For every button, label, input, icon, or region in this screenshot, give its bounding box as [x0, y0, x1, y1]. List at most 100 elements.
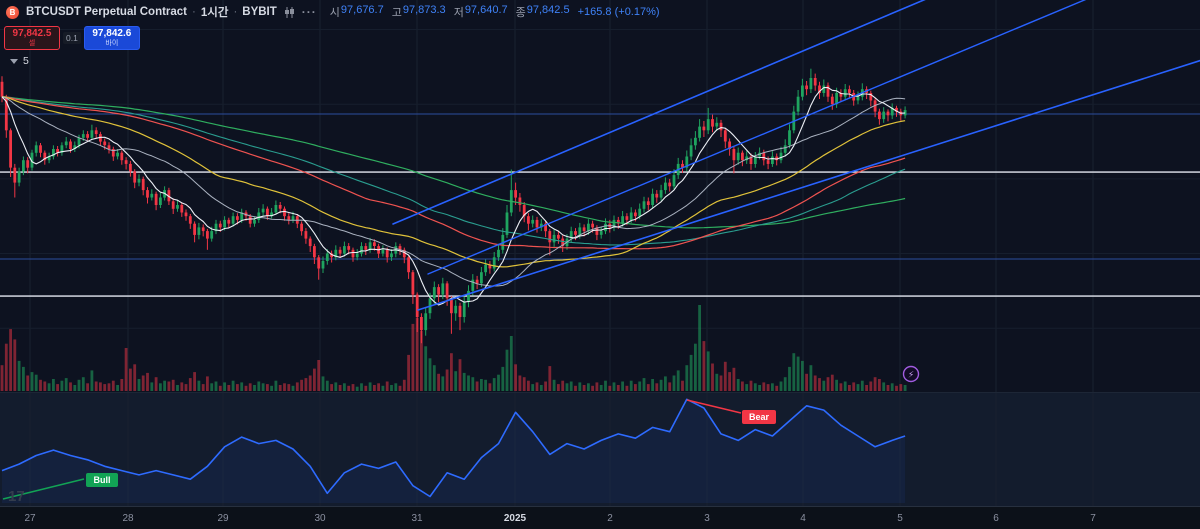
candle-body	[103, 141, 107, 146]
volume-bar	[420, 330, 423, 391]
time-axis-label: 2	[607, 513, 613, 524]
volume-bar	[895, 385, 898, 391]
candle-body	[120, 152, 124, 161]
candle-body	[287, 216, 291, 220]
volume-bar	[445, 369, 449, 391]
exchange-label[interactable]: BYBIT	[242, 6, 277, 18]
candle-body	[895, 107, 898, 112]
volume-bar	[509, 336, 513, 391]
buy-label: 바이	[105, 39, 119, 47]
volume-bar	[313, 368, 316, 391]
trendline[interactable]	[392, 0, 938, 225]
volume-bar	[167, 381, 171, 391]
volume-bar	[758, 385, 761, 391]
volume-bar	[124, 348, 128, 391]
trendline[interactable]	[417, 59, 1200, 311]
candle-body	[843, 89, 847, 97]
candle-body	[809, 78, 813, 90]
volume-bar	[629, 380, 633, 391]
time-axis[interactable]: 27 28 29 30 31 2025 2 3 4 5 6 7	[0, 506, 1200, 529]
volume-bar	[805, 373, 808, 391]
candle-body	[206, 231, 209, 239]
open-label: 시	[329, 7, 340, 19]
interval-label[interactable]: 1시간	[200, 7, 229, 19]
bull-badge-label: Bull	[94, 475, 111, 485]
volume-bar	[706, 351, 710, 391]
bull-badge[interactable]	[86, 473, 118, 487]
volume-bar	[527, 380, 530, 391]
volume-bar	[578, 382, 582, 391]
volume-layer[interactable]	[0, 305, 907, 391]
volume-bar	[719, 375, 723, 391]
bear-badge[interactable]	[742, 410, 776, 424]
low-value: 97,640.7	[464, 4, 508, 16]
volume-bar	[775, 385, 779, 391]
candle-body	[94, 130, 98, 134]
candle-body	[77, 137, 81, 146]
volume-bar	[214, 381, 218, 391]
candle-body	[522, 205, 526, 217]
candle-body	[86, 134, 89, 138]
volume-bar	[111, 380, 115, 391]
symbol-name[interactable]: BTCUSDT Perpetual Contract	[26, 6, 188, 18]
candle-body	[437, 287, 440, 295]
volume-bar	[557, 384, 560, 391]
trendline[interactable]	[427, 0, 1094, 275]
high-value: 97,873.3	[402, 4, 446, 16]
volume-bar	[244, 385, 248, 391]
candle-body	[655, 193, 659, 198]
indicator-line	[1, 398, 906, 498]
volume-bar	[9, 329, 12, 391]
candle-body	[274, 205, 278, 213]
candle-body	[835, 93, 838, 105]
volume-bar	[321, 376, 325, 391]
tradingview-watermark: 17	[8, 488, 25, 505]
sell-button[interactable]: 97,842.5 셀	[4, 26, 60, 50]
volume-bar	[197, 380, 201, 391]
volume-bar	[64, 378, 68, 391]
candle-body	[56, 149, 59, 153]
volume-bar	[52, 379, 55, 391]
volume-bar	[90, 370, 94, 391]
candle-body	[462, 302, 466, 317]
candle-body	[518, 197, 522, 205]
volume-bar	[698, 305, 701, 391]
ma-line-140	[1, 96, 906, 229]
candle-body	[270, 212, 273, 217]
volume-bar	[368, 382, 372, 391]
interval-selector[interactable]: 5	[10, 55, 29, 67]
candle-body	[176, 205, 179, 209]
volume-bar	[99, 382, 102, 391]
more-options-button[interactable]: ···	[301, 5, 317, 19]
time-axis-label: 31	[411, 513, 423, 524]
indicator-layer[interactable]: Bear Bull	[1, 398, 906, 503]
bull-divergence-line[interactable]	[2, 478, 85, 500]
volume-bar	[257, 381, 261, 391]
volume-bar	[664, 376, 667, 391]
volume-bar	[471, 377, 475, 391]
volume-bar	[848, 385, 851, 391]
buy-button[interactable]: 97,842.6 바이	[83, 26, 140, 50]
volume-bar	[146, 372, 149, 391]
volume-bar	[248, 383, 252, 391]
quick-trade-icon[interactable]: ⚡	[902, 365, 920, 383]
candle-body	[728, 141, 731, 149]
chart-type-icon[interactable]	[284, 6, 295, 18]
volume-bar	[599, 385, 603, 391]
volume-bar	[343, 383, 346, 391]
candle-body	[668, 182, 672, 187]
indicator-area	[2, 399, 906, 503]
volume-bar	[381, 385, 385, 391]
bear-divergence-line[interactable]	[686, 399, 742, 414]
volume-bar	[608, 385, 612, 391]
indicator-pane-bg	[0, 393, 1200, 506]
volume-bar	[582, 385, 586, 391]
candle-body	[830, 96, 834, 105]
volume-bar	[531, 384, 535, 391]
volume-bar	[492, 378, 496, 391]
volume-bar	[411, 323, 415, 391]
volume-bar	[129, 368, 132, 391]
candle-body	[882, 111, 886, 120]
